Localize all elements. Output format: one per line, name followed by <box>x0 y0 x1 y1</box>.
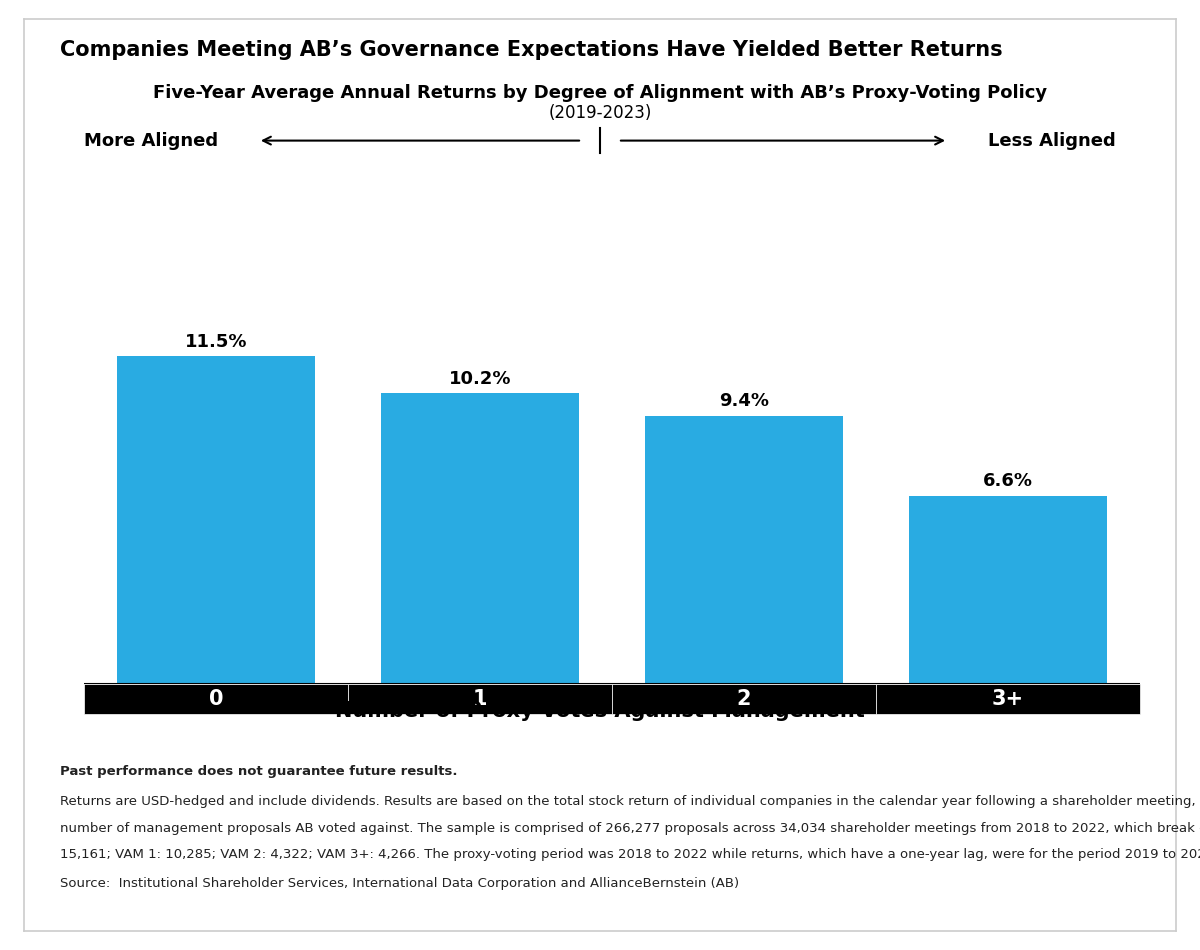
Text: Five-Year Average Annual Returns by Degree of Alignment with AB’s Proxy-Voting P: Five-Year Average Annual Returns by Degr… <box>152 84 1048 102</box>
Bar <box>910 496 1108 684</box>
Text: More Aligned: More Aligned <box>84 132 218 149</box>
Text: Past performance does not guarantee future results.: Past performance does not guarantee futu… <box>60 765 457 778</box>
Text: Less Aligned: Less Aligned <box>989 132 1116 149</box>
Bar <box>118 356 314 684</box>
Text: Number of Proxy Votes Against Management: Number of Proxy Votes Against Management <box>335 701 865 721</box>
Text: 2: 2 <box>737 689 751 709</box>
Text: (2019-2023): (2019-2023) <box>548 104 652 123</box>
Text: 0: 0 <box>209 689 223 709</box>
Bar <box>612 684 876 714</box>
Text: 11.5%: 11.5% <box>185 332 247 351</box>
Text: 1: 1 <box>473 689 487 709</box>
Text: 10.2%: 10.2% <box>449 370 511 388</box>
Text: Source:  Institutional Shareholder Services, International Data Corporation and : Source: Institutional Shareholder Servic… <box>60 877 739 890</box>
Bar <box>348 684 612 714</box>
Text: 3+: 3+ <box>992 689 1024 709</box>
Bar <box>646 416 842 684</box>
Bar <box>382 393 580 684</box>
Text: 9.4%: 9.4% <box>719 392 769 410</box>
Text: Returns are USD-hedged and include dividends. Results are based on the total sto: Returns are USD-hedged and include divid… <box>60 795 1200 808</box>
Text: number of management proposals AB voted against. The sample is comprised of 266,: number of management proposals AB voted … <box>60 822 1200 835</box>
Text: Companies Meeting AB’s Governance Expectations Have Yielded Better Returns: Companies Meeting AB’s Governance Expect… <box>60 40 1003 60</box>
Text: 15,161; VAM 1: 10,285; VAM 2: 4,322; VAM 3+: 4,266. The proxy-voting period was : 15,161; VAM 1: 10,285; VAM 2: 4,322; VAM… <box>60 848 1200 862</box>
Bar <box>876 684 1140 714</box>
Text: 6.6%: 6.6% <box>983 472 1033 490</box>
Bar <box>84 684 348 714</box>
